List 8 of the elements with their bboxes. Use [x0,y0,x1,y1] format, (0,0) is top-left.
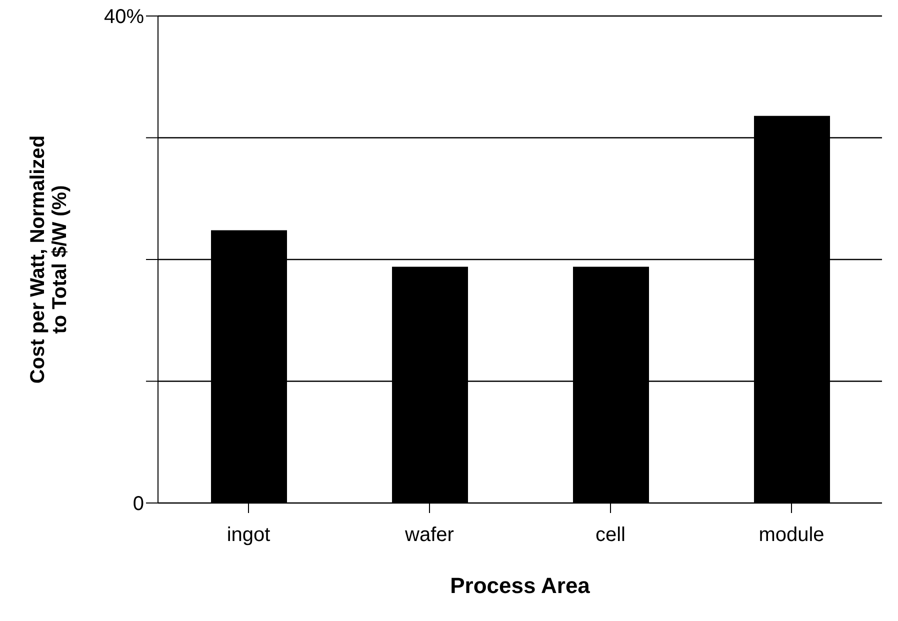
x-tick-label: ingot [226,524,271,546]
x-tick-label: wafer [404,524,454,546]
x-tick-label: module [758,524,824,546]
y-axis-title: Cost per Watt, Normalized to Total $/W (%) [27,135,71,384]
x-axis-title: Process Area [450,573,591,598]
y-tick-label: 0 [132,493,144,516]
y-tick-label: 40% [104,6,144,28]
x-tick-label: cell [595,524,626,546]
